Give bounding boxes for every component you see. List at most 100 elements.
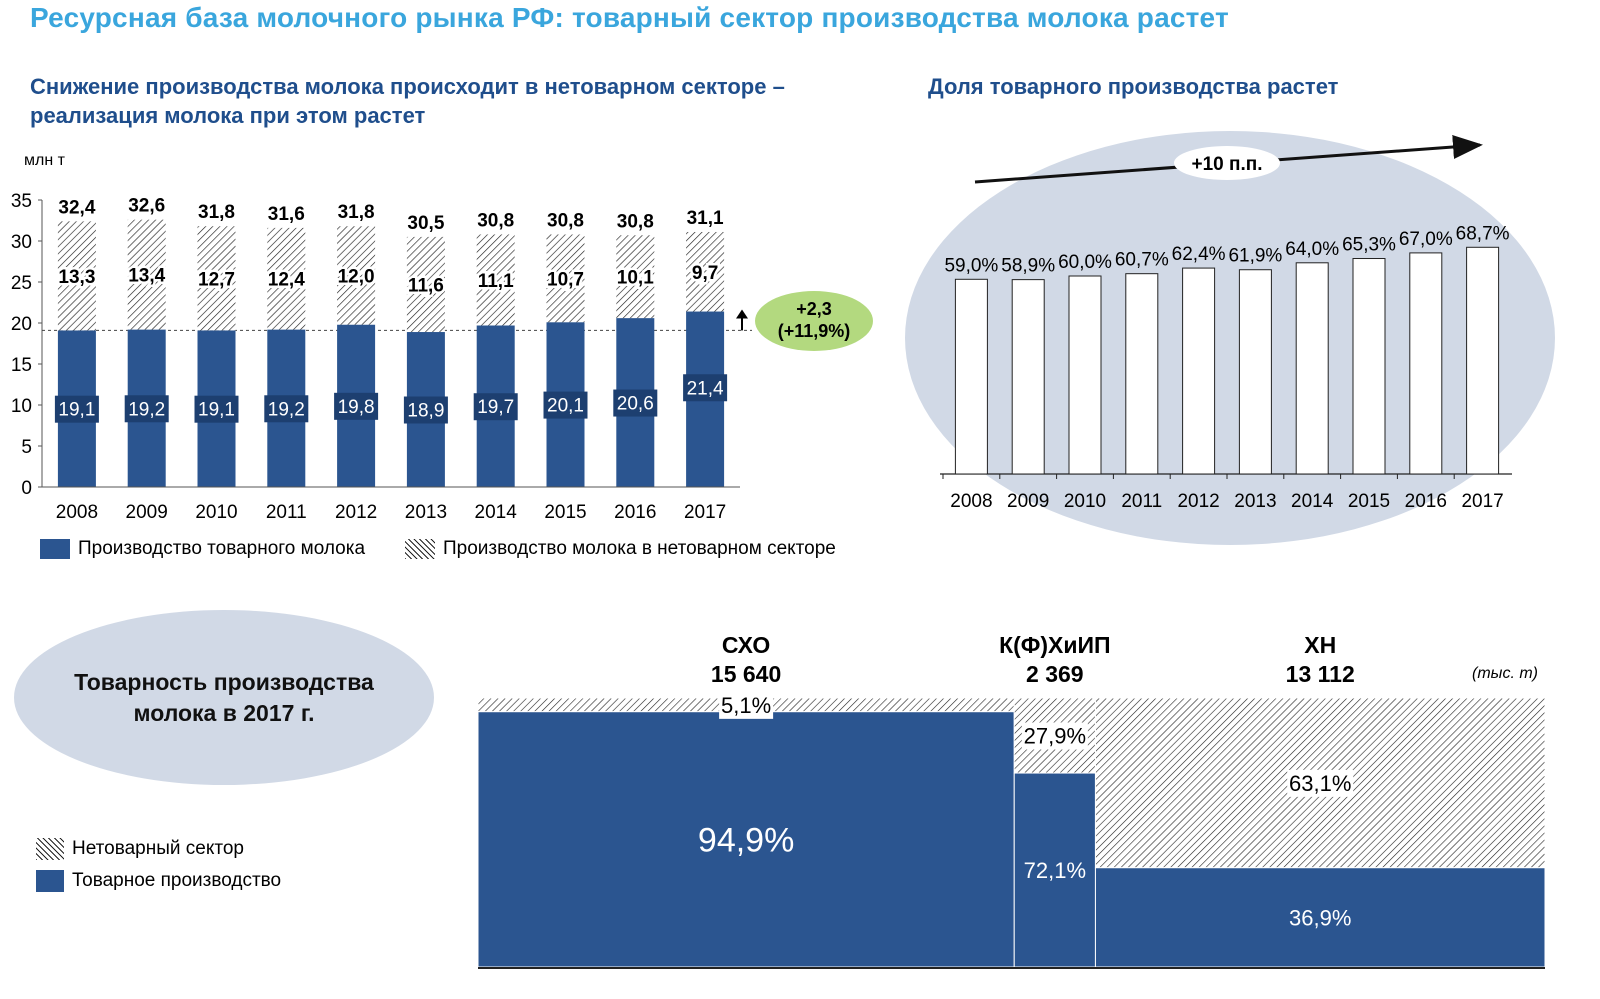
commercial-value-label-box	[334, 392, 379, 420]
share-value-label: 64,0%	[1285, 239, 1339, 260]
commercial-segment	[1094, 867, 1546, 968]
y-axis-unit: млн т	[24, 152, 65, 169]
noncommercial-value-label: 11,1	[478, 271, 514, 292]
page-title: Ресурсная база молочного рынка РФ: товар…	[30, 2, 1229, 33]
share-value-label: 67,0%	[1399, 229, 1453, 250]
noncommercial-value-label: 13,3	[58, 267, 95, 288]
x-category-label: 2013	[405, 502, 447, 523]
total-value-label: 30,8	[617, 211, 654, 232]
growth-annotation-badge	[755, 291, 873, 351]
unit-label: (тыс. т)	[1472, 665, 1538, 682]
x-category-label: 2014	[475, 502, 518, 523]
legend-swatch-noncommercial-sector	[36, 838, 64, 860]
y-tick-label: 5	[21, 437, 32, 458]
y-tick-label: 0	[21, 478, 32, 499]
commercial-segment	[1013, 772, 1096, 968]
commercial-value-label: 19,1	[58, 400, 95, 421]
y-tick-label: 30	[11, 232, 32, 253]
background-oval	[905, 131, 1555, 545]
x-category-label: 2017	[1461, 491, 1503, 512]
noncommercial-bar	[57, 221, 96, 331]
total-value-label: 32,4	[58, 197, 95, 218]
commercial-percent-label: 36,9%	[1289, 905, 1351, 930]
share-value-label: 60,7%	[1115, 250, 1169, 271]
commercial-percent-label: 94,9%	[698, 821, 794, 859]
total-value-label: 31,8	[198, 202, 235, 223]
commercial-value-label: 21,4	[687, 378, 724, 399]
legend-label-commercial-production: Товарное производство	[72, 870, 282, 891]
bottom-title-oval: Товарность производства молока в 2017 г.	[14, 610, 434, 785]
commercial-value-label: 20,1	[547, 396, 584, 417]
x-category-label: 2009	[1007, 491, 1049, 512]
legend-swatch-noncommercial	[405, 539, 435, 559]
group-total: 2 369	[1026, 661, 1084, 687]
total-value-label: 31,1	[687, 208, 724, 229]
share-value-label: 62,4%	[1172, 244, 1226, 265]
x-category-label: 2017	[684, 502, 726, 523]
growth-arrow-head	[736, 309, 748, 319]
commercial-percent-label: 72,1%	[1024, 858, 1086, 883]
x-category-label: 2011	[1121, 491, 1162, 512]
y-tick-label: 25	[11, 273, 32, 294]
noncommercial-label-box	[1021, 722, 1088, 750]
x-category-label: 2013	[1234, 491, 1276, 512]
noncommercial-value-label: 10,7	[547, 269, 584, 290]
noncommercial-bar	[337, 226, 376, 325]
commercial-value-label-box	[473, 393, 518, 421]
commercial-value-label: 20,6	[617, 394, 654, 415]
commerciality-marimekko-chart: 5,1% 94,9% СХО 15 640 27,9% 72,1% К(Ф)ХиИП 2 36…	[477, 632, 1546, 969]
x-category-label: 2015	[1348, 491, 1390, 512]
commercial-value-label-box	[264, 395, 309, 423]
commercial-value-label-box	[124, 395, 169, 423]
share-bar	[1238, 269, 1272, 475]
x-category-label: 2008	[56, 502, 98, 523]
y-tick-label: 35	[11, 191, 32, 212]
x-category-label: 2015	[544, 502, 586, 523]
noncommercial-label-box	[719, 691, 774, 719]
share-bar	[1466, 246, 1500, 475]
share-value-label: 60,0%	[1058, 252, 1112, 273]
growth-annotation-percent: (+11,9%)	[778, 321, 851, 341]
noncommercial-bar	[197, 226, 236, 331]
share-value-label: 58,9%	[1001, 256, 1055, 277]
noncommercial-percent-label: 27,9%	[1024, 724, 1086, 749]
trend-label: +10 п.п.	[1191, 154, 1262, 175]
legend-item-noncommercial-sector: Нетоварный сектор	[36, 838, 244, 860]
share-bar	[1125, 273, 1159, 475]
commercial-value-label-box	[543, 391, 588, 419]
commercial-value-label: 19,7	[477, 397, 514, 418]
noncommercial-value-label: 11,6	[408, 275, 444, 296]
total-value-label: 30,5	[407, 213, 444, 234]
group-name: ХН	[1304, 632, 1336, 658]
share-value-label: 65,3%	[1342, 235, 1396, 256]
share-bar	[1068, 275, 1102, 475]
noncommercial-value-label: 13,4	[128, 266, 165, 287]
group-name: К(Ф)ХиИП	[999, 632, 1111, 658]
noncommercial-bar	[267, 227, 306, 330]
share-bar	[1295, 262, 1329, 475]
commercial-value-label: 19,2	[268, 399, 305, 420]
share-bar	[954, 278, 988, 475]
legend-item-commercial-production: Товарное производство	[36, 870, 281, 892]
total-value-label: 30,8	[547, 210, 584, 231]
legend-swatch-commercial-production	[36, 870, 64, 892]
x-category-label: 2012	[1177, 491, 1219, 512]
total-value-label: 31,6	[268, 204, 305, 225]
total-value-label: 32,6	[128, 196, 165, 217]
group-name: СХО	[722, 632, 770, 658]
noncommercial-value-label: 12,4	[268, 270, 305, 291]
trend-label-badge	[1174, 146, 1280, 180]
total-value-label: 31,8	[338, 202, 375, 223]
x-category-label: 2010	[195, 502, 237, 523]
commercial-value-label-box	[403, 396, 448, 424]
share-bar	[1011, 279, 1045, 475]
total-value-label: 30,8	[477, 210, 514, 231]
share-bar	[1409, 252, 1443, 475]
y-tick-label: 10	[11, 396, 32, 417]
commercial-value-label: 19,1	[198, 400, 235, 421]
left-chart-subtitle: Снижение производства молока происходит …	[30, 74, 785, 128]
noncommercial-percent-label: 5,1%	[721, 693, 771, 718]
x-category-label: 2011	[266, 502, 307, 523]
commercial-value-label: 19,8	[338, 397, 375, 418]
x-category-label: 2009	[126, 502, 168, 523]
